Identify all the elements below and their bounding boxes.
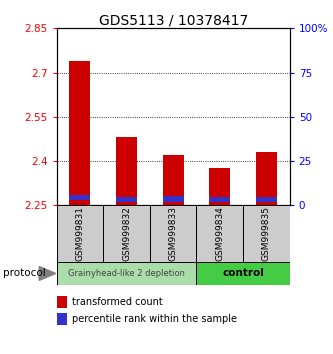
Title: GDS5113 / 10378417: GDS5113 / 10378417 — [99, 13, 248, 27]
Bar — [209, 197, 230, 202]
Text: protocol: protocol — [3, 268, 46, 279]
Bar — [209, 169, 230, 205]
Bar — [163, 196, 184, 202]
Text: GSM999834: GSM999834 — [215, 206, 224, 261]
Bar — [163, 155, 184, 205]
Bar — [69, 195, 90, 200]
Polygon shape — [39, 267, 56, 280]
Bar — [57, 296, 67, 308]
Text: percentile rank within the sample: percentile rank within the sample — [72, 314, 237, 324]
Bar — [150, 205, 196, 262]
Text: GSM999835: GSM999835 — [262, 206, 271, 261]
Bar — [256, 152, 277, 205]
Text: transformed count: transformed count — [72, 297, 163, 307]
Bar — [256, 197, 277, 202]
Bar — [196, 262, 290, 285]
Text: Grainyhead-like 2 depletion: Grainyhead-like 2 depletion — [68, 269, 185, 278]
Text: GSM999831: GSM999831 — [75, 206, 85, 261]
Bar — [57, 262, 196, 285]
Text: GSM999833: GSM999833 — [168, 206, 178, 261]
Bar — [196, 205, 243, 262]
Text: GSM999832: GSM999832 — [122, 206, 131, 261]
Bar — [57, 313, 67, 325]
Bar — [69, 61, 90, 205]
Text: control: control — [222, 268, 264, 279]
Bar — [103, 205, 150, 262]
Bar — [243, 205, 290, 262]
Bar — [116, 137, 137, 205]
Bar — [57, 205, 103, 262]
Bar — [116, 197, 137, 202]
